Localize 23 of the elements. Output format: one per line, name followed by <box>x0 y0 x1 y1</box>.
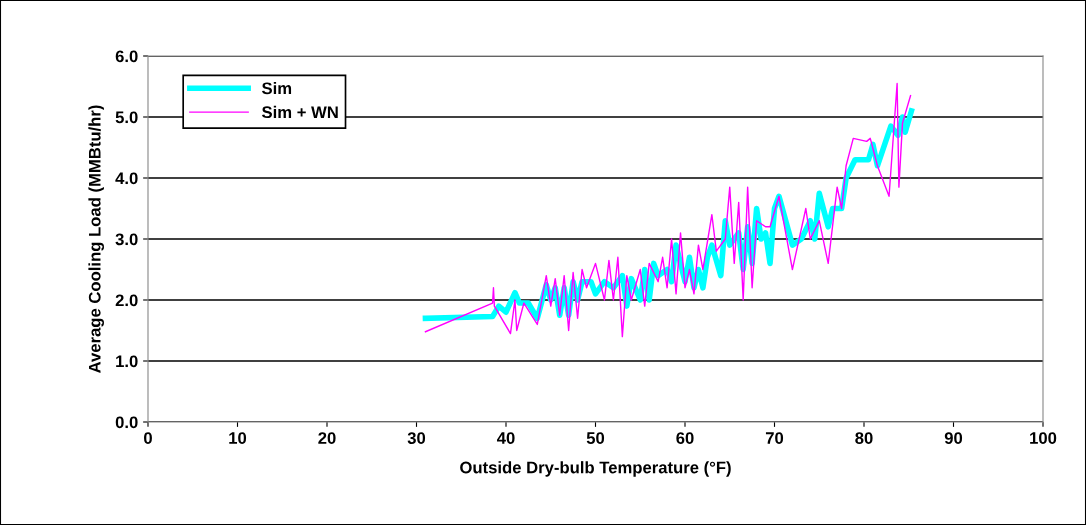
x-tick-label: 10 <box>229 432 247 444</box>
x-tick-label: 60 <box>676 432 694 444</box>
y-tick-label: 3.0 <box>115 233 138 246</box>
legend-label: Sim + WN <box>262 105 338 119</box>
line-series <box>424 82 912 338</box>
x-tick-label: 70 <box>765 432 784 444</box>
x-tick-label: 30 <box>407 432 426 444</box>
x-tick-label: 100 <box>1030 432 1057 444</box>
y-tick-label: 6.0 <box>115 50 138 63</box>
x-tick-label: 50 <box>586 432 605 444</box>
y-tick-label: 1.0 <box>116 355 138 368</box>
y-tick-label: 0.0 <box>115 416 138 429</box>
y-tick-label: 2.0 <box>115 294 138 307</box>
y-tick-label: 4.0 <box>115 172 138 185</box>
x-tick-label: 20 <box>318 432 336 444</box>
x-tick-label: 80 <box>855 432 873 444</box>
legend-label: Sim <box>262 81 292 95</box>
x-axis-title: Outside Dry-bulb Temperature (°F) <box>460 461 731 477</box>
y-tick-label: 5.0 <box>115 111 138 124</box>
y-axis-title: Average Cooling Load (MMBtu/hr) <box>88 105 104 373</box>
x-tick-label: 40 <box>496 432 515 444</box>
x-tick-label: 90 <box>944 432 963 444</box>
x-tick-label: 0 <box>144 432 152 444</box>
